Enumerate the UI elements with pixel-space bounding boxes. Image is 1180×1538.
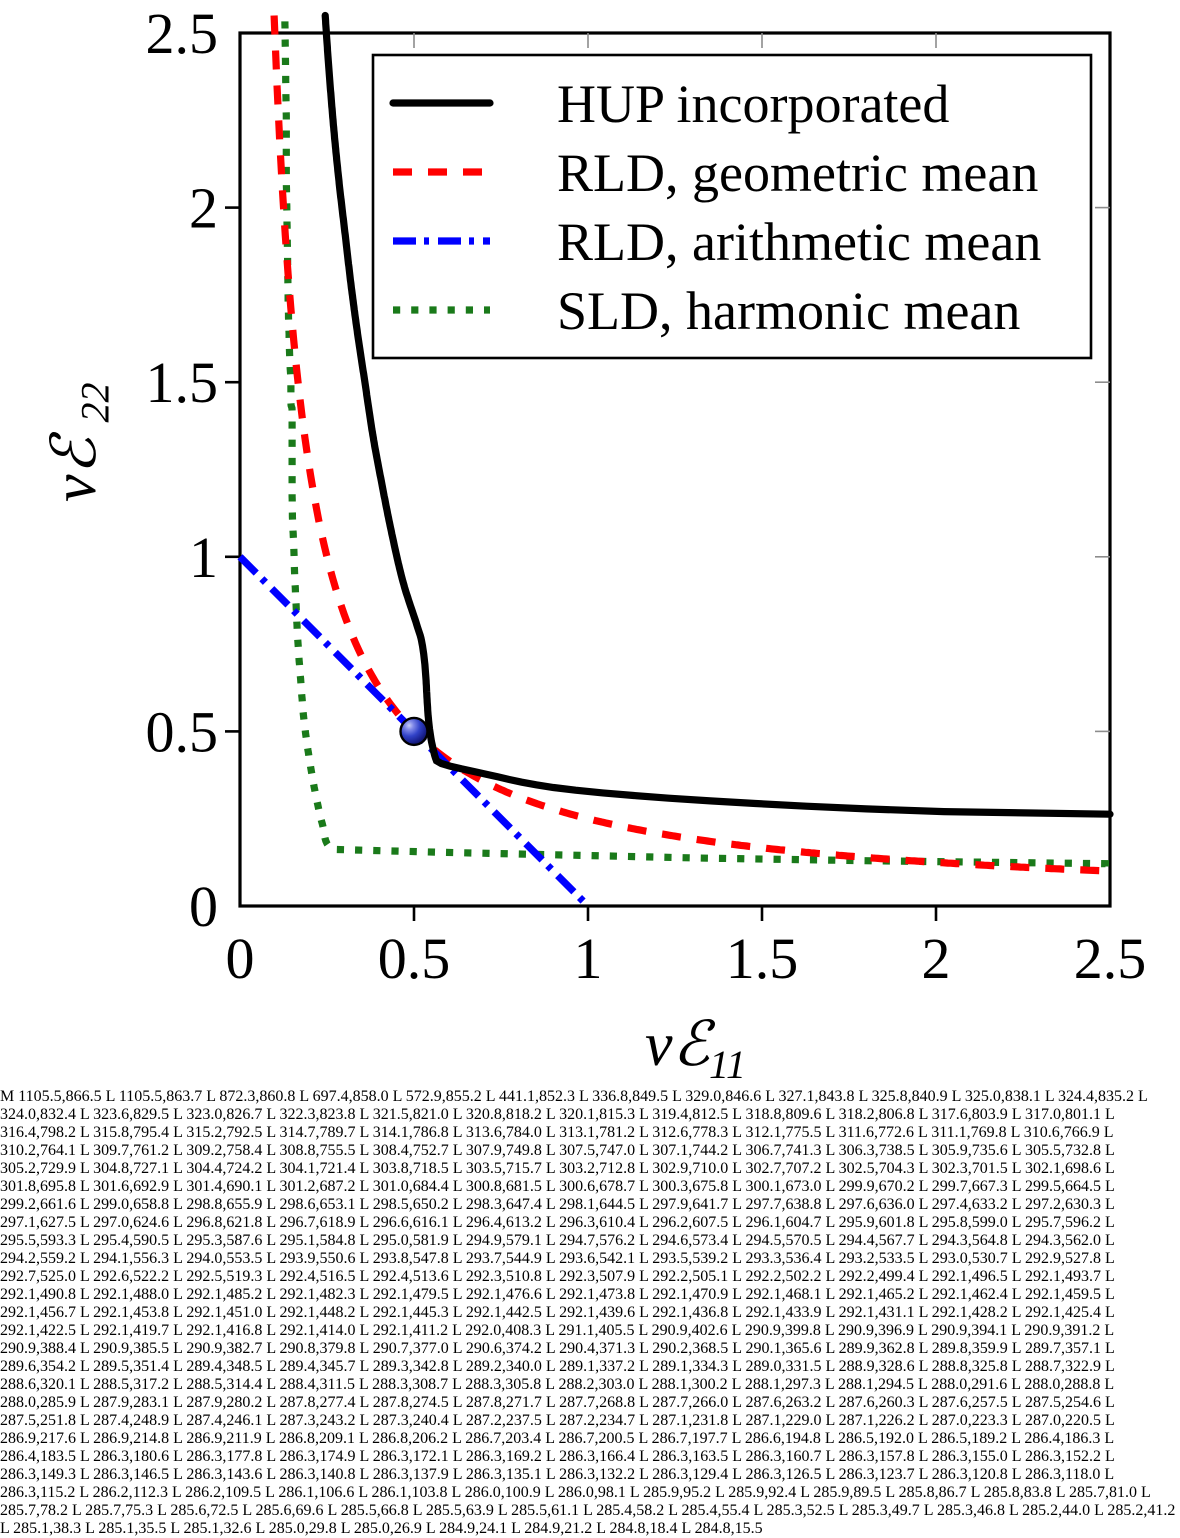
- svg-text:1: 1: [189, 525, 218, 590]
- svg-text:0.5: 0.5: [146, 699, 219, 764]
- svg-text:1.5: 1.5: [146, 350, 219, 415]
- svg-text:0: 0: [226, 926, 255, 991]
- svg-text:νℰ: νℰ: [41, 432, 109, 503]
- svg-text:HUP incorporated: HUP incorporated: [557, 74, 949, 134]
- svg-text:0: 0: [189, 874, 218, 939]
- svg-text:νℰ: νℰ: [645, 1011, 716, 1079]
- svg-text:2.5: 2.5: [1074, 926, 1147, 991]
- svg-text:1: 1: [574, 926, 603, 991]
- svg-text:RLD, arithmetic mean: RLD, arithmetic mean: [557, 212, 1041, 272]
- svg-text:2: 2: [922, 926, 951, 991]
- svg-text:11: 11: [709, 1042, 746, 1087]
- svg-text:1.5: 1.5: [726, 926, 799, 991]
- svg-text:0.5: 0.5: [378, 926, 451, 991]
- svg-text:SLD, harmonic mean: SLD, harmonic mean: [557, 281, 1020, 341]
- svg-text:2: 2: [189, 176, 218, 241]
- svg-text:RLD, geometric mean: RLD, geometric mean: [557, 143, 1038, 203]
- svg-text:22: 22: [73, 383, 118, 423]
- svg-text:2.5: 2.5: [146, 1, 219, 66]
